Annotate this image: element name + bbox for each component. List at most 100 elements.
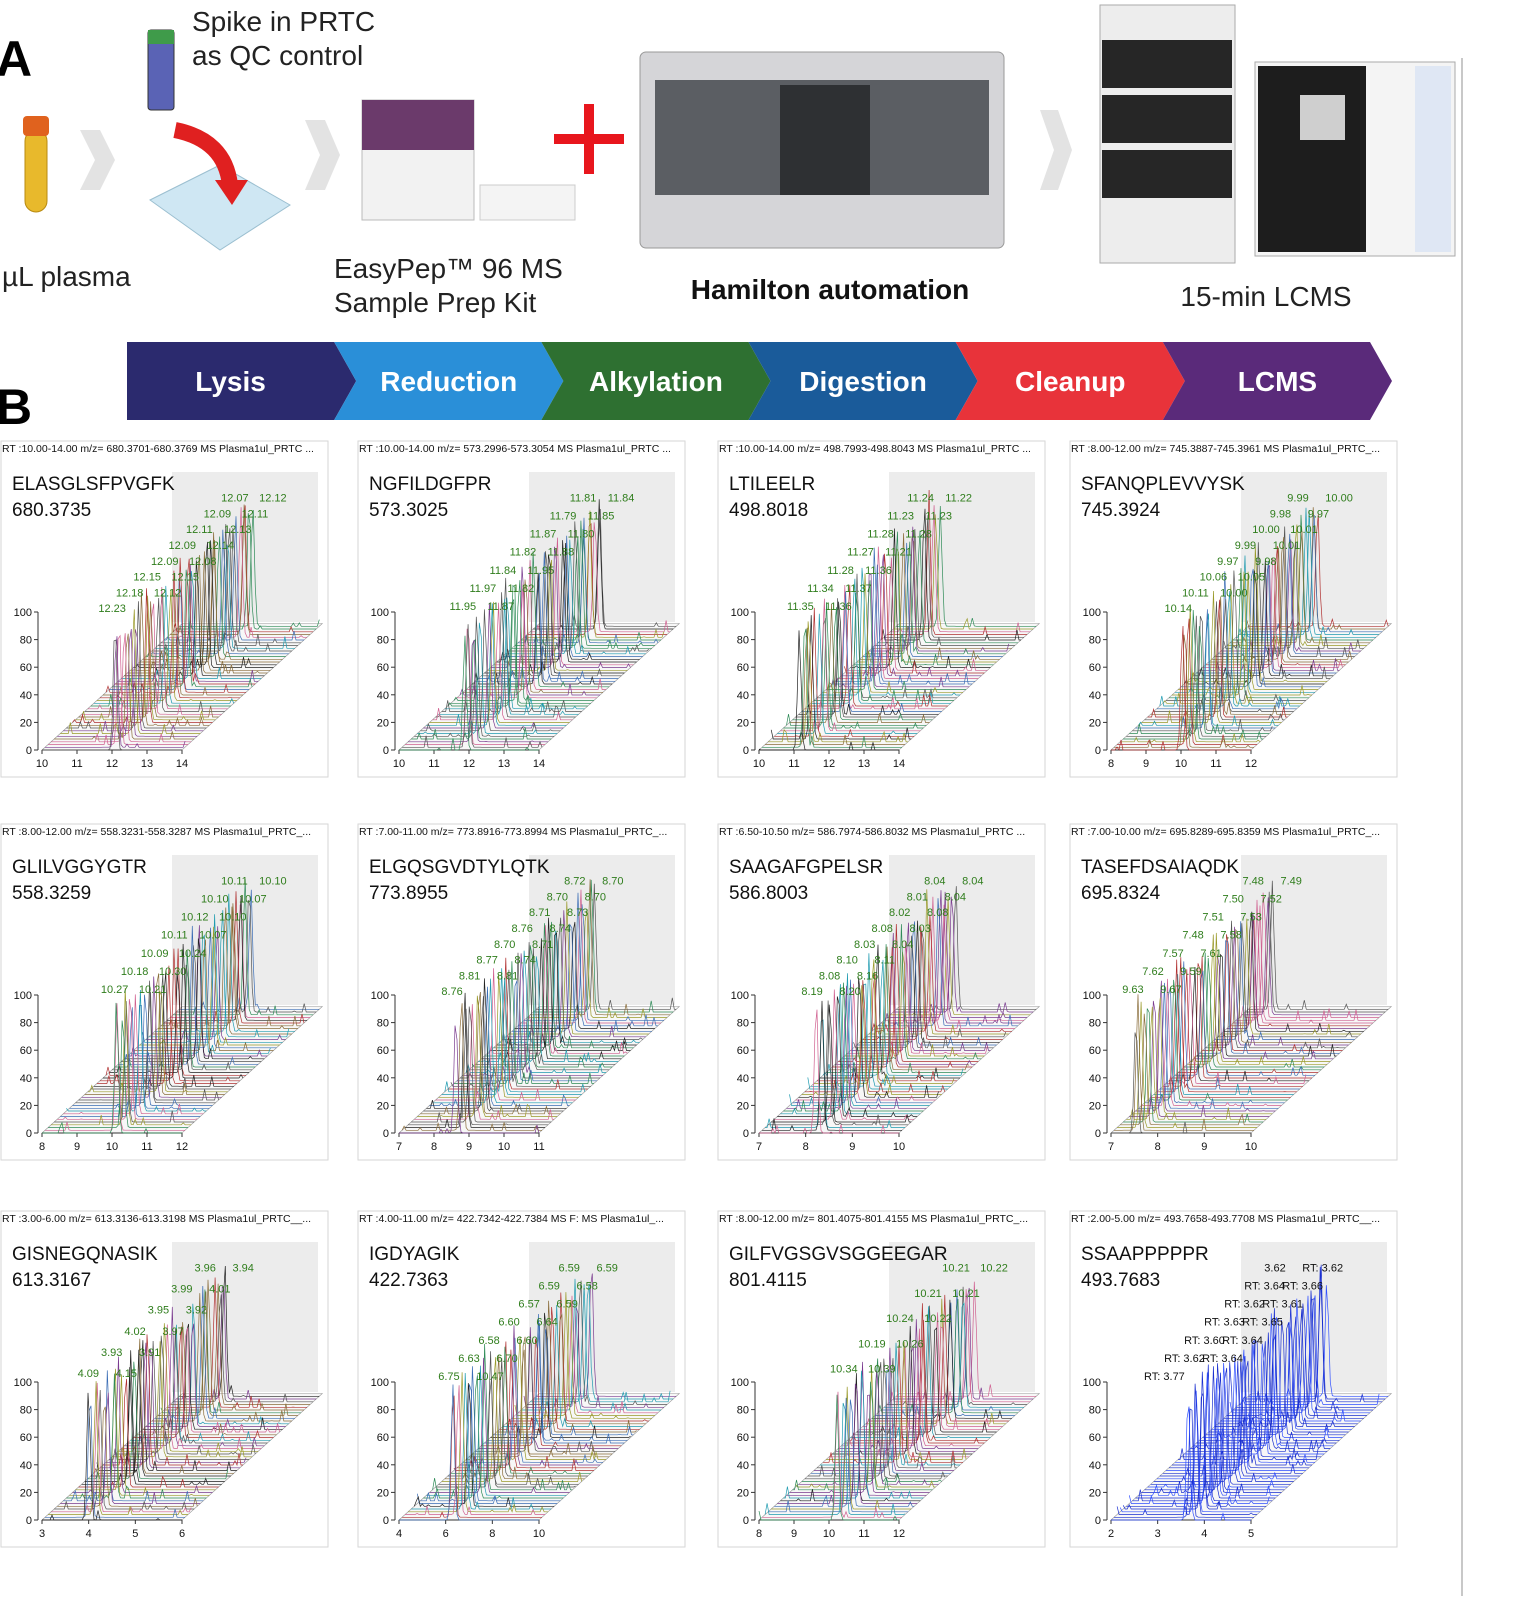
trace [432,978,573,1104]
peak-label: 11.21 [885,547,912,559]
y-tick-label: 20 [737,1487,749,1499]
peak-label: 11.84 [608,493,635,505]
peak-label: RT: 3.64 [1202,1353,1243,1365]
peptide-name: TASEFDSAIAQDK [1081,857,1239,878]
trace [426,603,567,726]
trace [533,1283,674,1400]
trace [54,633,195,740]
plot-header: RT :4.00-11.00 m/z= 422.7342-422.7384 MS… [359,1213,664,1225]
peak-label: 12.23 [98,603,126,615]
peak-label: RT: 3.60 [1184,1335,1225,1347]
peak-label: 10.39 [868,1364,896,1376]
trace [1230,530,1370,644]
trace [1172,1360,1312,1466]
y-tick-label: 80 [1089,635,1101,647]
trace [72,1356,213,1493]
peak-label: 11.28 [905,529,932,541]
y-tick-label: 80 [737,1405,749,1417]
peak-label: 9.98 [1270,508,1291,520]
workflow-label: Alkylation [589,366,723,397]
peak-label: 3.97 [162,1326,183,1338]
trace [1132,615,1273,732]
x-tick-label: 12 [176,1141,188,1153]
trace [798,601,939,715]
peak-label: 10.10 [219,912,247,924]
trace [417,622,558,735]
trace [859,533,1000,661]
trace [826,944,967,1073]
trace [871,537,1012,649]
trace [75,595,216,721]
trace [121,945,262,1062]
trace [1214,921,1355,1040]
peak-label: 12.08 [189,556,217,568]
trace [411,639,552,740]
ms-front [1258,66,1366,252]
x-tick-label: 13 [141,758,153,770]
trace [401,1003,542,1131]
trace [472,1349,613,1455]
peptide-mz: 680.3735 [12,500,91,521]
plate [149,164,291,251]
peak-label: 8.72 [564,876,585,888]
x-tick-label: 12 [463,758,475,770]
peak-label: 7.53 [1240,912,1261,924]
trace [1123,1008,1264,1123]
trace [1248,880,1389,1010]
x-tick-label: 11 [788,758,799,770]
x-tick-label: 12 [1245,758,1257,770]
peak-label: 10.26 [896,1338,924,1350]
trace [822,959,964,1077]
trace [42,1002,182,1134]
peptide-mz: 773.8955 [369,883,448,904]
trace [145,926,286,1040]
y-tick-label: 20 [20,1487,32,1499]
peak-label: 7.49 [1281,876,1302,888]
x-tick-label: 14 [533,758,545,770]
workflow-step [1162,342,1392,420]
trace [820,1342,960,1466]
peak-label: 10.11 [221,876,248,888]
trace [405,628,546,745]
peak-label: 9.99 [1287,493,1308,505]
peak-label: 3.99 [171,1284,192,1296]
trace [60,609,201,734]
trace [93,971,234,1087]
peak-label: 11.34 [807,583,834,595]
peak-label: 11.22 [945,493,972,505]
y-tick-label: 0 [383,745,389,757]
y-tick-label: 40 [1089,1460,1101,1472]
trace [1183,570,1325,685]
trace [1233,899,1373,1024]
trace [456,980,597,1082]
trace [890,505,1031,633]
chromatogram-grid: RT :10.00-14.00 m/z= 680.3701-680.3769 M… [0,440,1398,1548]
vial-cap [148,30,174,44]
peak-label: 10.00 [1325,493,1353,505]
flow-arrow [305,120,340,190]
trace [142,539,283,660]
peak-label: 8.70 [585,891,606,903]
peak-label: RT: 3.62 [1302,1263,1343,1275]
x-tick-label: 8 [39,1141,45,1153]
peak-label: 8.11 [874,955,895,967]
trace [880,508,1021,641]
trace [521,1278,661,1411]
x-tick-label: 11 [1210,758,1221,770]
trace [765,627,906,745]
plot-header: RT :10.00-14.00 m/z= 573.2996-573.3054 M… [359,443,671,455]
x-tick-label: 10 [498,1141,510,1153]
y-tick-label: 80 [1089,1018,1101,1030]
trace [420,991,561,1115]
peak-label: 8.73 [567,907,588,919]
x-tick-label: 10 [1175,758,1187,770]
trace [450,1346,591,1474]
trace [1156,1356,1297,1480]
peak-label: RT: 3.62 [1164,1353,1205,1365]
peak-label: 10.22 [980,1263,1008,1275]
y-tick-label: 40 [377,690,389,702]
trace [865,541,1006,655]
trace [463,1337,603,1464]
workflow-step [955,342,1185,420]
